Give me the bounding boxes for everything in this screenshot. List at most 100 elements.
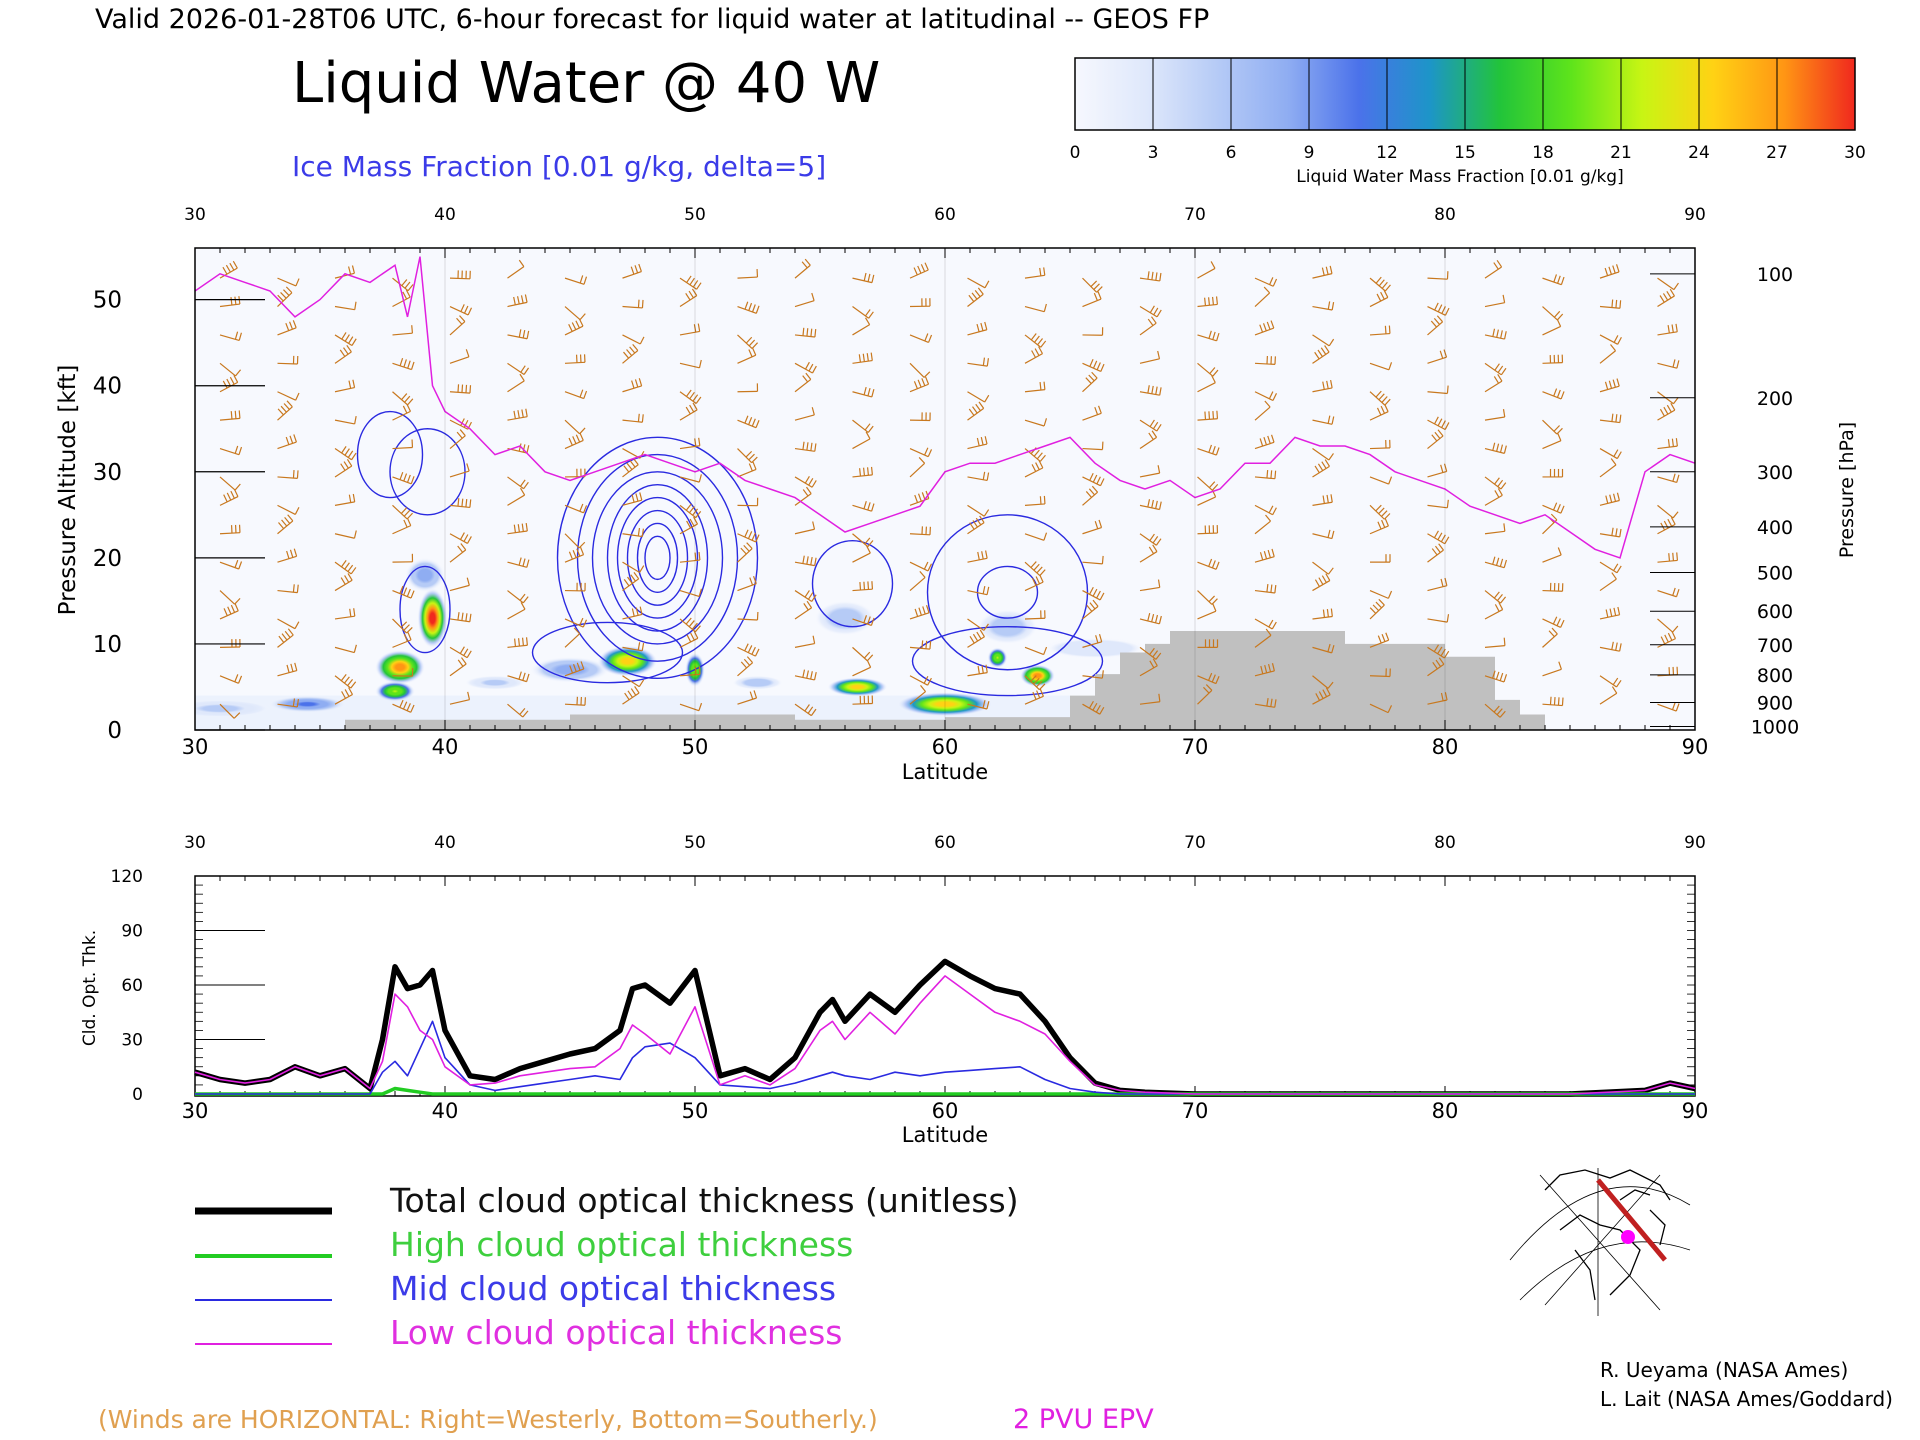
wind-barb	[1024, 418, 1048, 427]
wind-barb	[507, 601, 526, 620]
wind-barb	[1312, 448, 1334, 461]
wind-barb	[1082, 670, 1104, 679]
colorbar-tick-label: 24	[1688, 143, 1710, 163]
wind-barb	[1312, 687, 1331, 705]
winds-note: (Winds are HORIZONTAL: Right=Westerly, B…	[98, 1405, 878, 1434]
wind-barb	[449, 429, 466, 450]
wind-barb	[1197, 684, 1213, 705]
wind-barb	[622, 606, 643, 620]
wind-barb	[1427, 543, 1444, 563]
wind-barb	[1254, 434, 1275, 450]
wind-barb	[1657, 288, 1675, 308]
wind-barb	[449, 532, 472, 544]
wind-barb	[1657, 323, 1678, 336]
wind-barb	[909, 526, 931, 536]
wind-barb	[1369, 325, 1391, 336]
credit-2: L. Lait (NASA Ames/Goddard)	[1600, 1387, 1893, 1411]
wind-barb	[1657, 701, 1680, 712]
top-axes: 3030404050506060707080809090010203040501…	[93, 205, 1799, 759]
wind-barb	[277, 434, 297, 450]
wind-barb	[1139, 533, 1162, 546]
wind-barb	[1082, 519, 1103, 535]
ice-contour	[644, 535, 671, 581]
wind-barb	[1542, 661, 1562, 677]
wind-barb	[794, 361, 817, 374]
pressure-tick-label: 100	[1757, 264, 1793, 286]
wind-barb	[794, 600, 813, 620]
wind-barb	[967, 277, 990, 289]
low-line	[194, 975, 1696, 1095]
wind-barb	[392, 289, 411, 308]
wind-barb	[1542, 274, 1565, 286]
wind-barb	[1139, 544, 1158, 563]
wind-barb	[1427, 302, 1450, 316]
wind-barb	[1542, 468, 1564, 478]
wind-barb	[909, 376, 930, 393]
wind-barb	[1082, 405, 1102, 421]
wind-barb	[1542, 354, 1564, 364]
wind-barb	[219, 674, 243, 684]
wind-barb	[449, 691, 471, 705]
wind-barb	[1599, 572, 1617, 592]
wind-barb	[1484, 523, 1506, 535]
wind-barb	[1139, 579, 1161, 592]
legend-label-high: High cloud optical thickness	[390, 1225, 853, 1264]
wind-barb	[277, 504, 300, 515]
wind-barb	[967, 401, 985, 421]
wind-barb	[219, 331, 243, 342]
pressure-tick-label: 300	[1757, 462, 1793, 484]
wind-barb	[1599, 641, 1622, 652]
wind-barb	[737, 656, 754, 677]
wind-barb	[277, 277, 300, 287]
wind-barb	[1484, 374, 1503, 393]
wind-barb	[1370, 554, 1391, 563]
wind-barb	[277, 320, 297, 336]
wind-barb	[679, 702, 703, 712]
wind-barb	[679, 552, 701, 563]
wind-barb	[1657, 402, 1676, 421]
wind-barb	[1254, 628, 1272, 648]
wind-barb	[967, 700, 990, 710]
bottom-y-tick-label: 30	[121, 1031, 143, 1051]
wind-barb	[334, 415, 357, 425]
wind-barb	[564, 582, 586, 592]
wind-barb	[392, 504, 414, 520]
wind-barb	[679, 474, 702, 483]
wind-barb	[392, 585, 415, 599]
wind-barb	[967, 629, 985, 648]
wind-barb	[909, 675, 932, 686]
top-xlabel: Latitude	[902, 760, 988, 784]
bottom-x-tick-label: 60	[932, 1099, 959, 1123]
wind-barb	[1542, 388, 1565, 400]
wind-barb	[679, 402, 698, 421]
wind-barb	[219, 524, 241, 535]
wind-barb	[392, 391, 414, 406]
bottom-x-tick-label-upper: 30	[184, 833, 206, 853]
wind-barb	[1484, 703, 1506, 718]
wind-barb	[507, 522, 528, 535]
colorbar-tick-label: 0	[1070, 143, 1081, 163]
wind-barb	[679, 359, 702, 369]
liquid-water-cell	[417, 587, 448, 649]
wind-barb	[334, 530, 357, 539]
wind-barb	[334, 459, 353, 478]
wind-barb	[622, 378, 643, 393]
wind-barb	[392, 699, 415, 713]
wind-barb	[1312, 459, 1330, 478]
wind-barb	[564, 661, 585, 677]
wind-barb	[507, 590, 529, 604]
wind-barb	[1254, 391, 1278, 402]
pressure-tick-label: 700	[1757, 635, 1793, 657]
wind-barb	[1484, 328, 1507, 340]
ice-contour	[606, 483, 709, 632]
liquid-water-cell	[375, 649, 425, 685]
wind-barb	[277, 584, 299, 594]
wind-barb	[1657, 552, 1679, 563]
wind-barb	[1599, 378, 1620, 393]
wind-barb	[219, 410, 241, 421]
wind-barb	[392, 403, 412, 421]
wind-barb	[852, 533, 874, 548]
ice-contour	[576, 453, 739, 662]
wind-barb	[622, 527, 645, 538]
wind-barb	[1484, 409, 1506, 421]
